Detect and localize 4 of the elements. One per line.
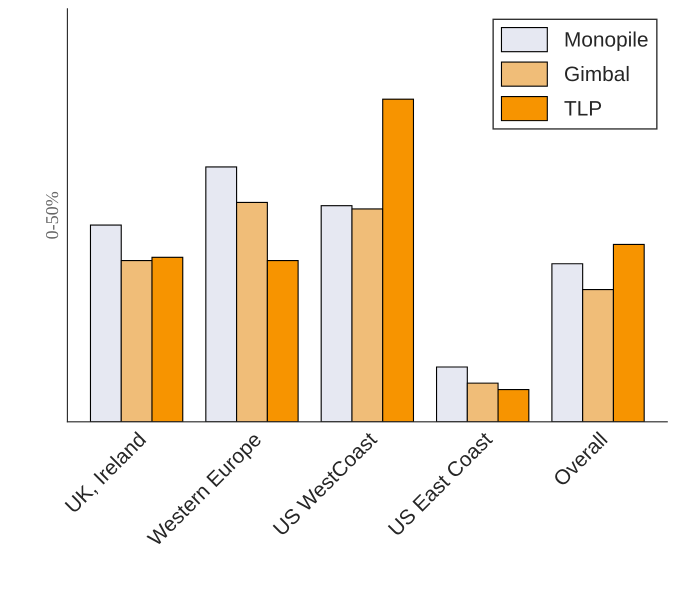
legend-label: Gimbal [565, 66, 629, 82]
legend-label: Monopile [566, 31, 648, 51]
legend-label: TLP [564, 101, 602, 116]
y-axis-title: 0-50% [46, 192, 58, 239]
